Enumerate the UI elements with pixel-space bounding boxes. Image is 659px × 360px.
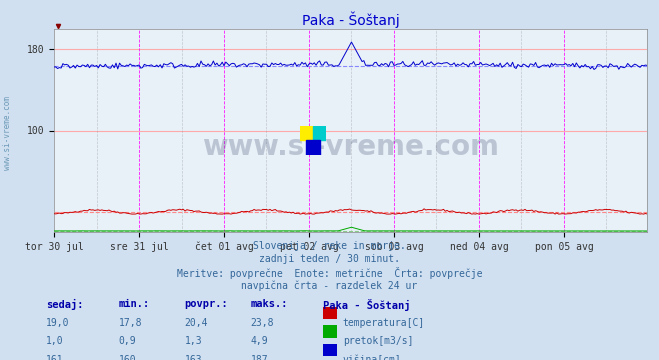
Bar <box>306 140 320 155</box>
Text: višina[cm]: višina[cm] <box>343 355 401 360</box>
Text: sedaj:: sedaj: <box>46 299 84 310</box>
Text: Paka - Šoštanj: Paka - Šoštanj <box>323 299 411 311</box>
Text: 1,0: 1,0 <box>46 336 64 346</box>
Text: www.si-vreme.com: www.si-vreme.com <box>202 133 499 161</box>
Text: zadnji teden / 30 minut.: zadnji teden / 30 minut. <box>259 254 400 264</box>
Text: 19,0: 19,0 <box>46 318 70 328</box>
Text: 1,3: 1,3 <box>185 336 202 346</box>
Text: maks.:: maks.: <box>250 299 288 309</box>
Text: povpr.:: povpr.: <box>185 299 228 309</box>
Text: 4,9: 4,9 <box>250 336 268 346</box>
Text: 20,4: 20,4 <box>185 318 208 328</box>
Text: temperatura[C]: temperatura[C] <box>343 318 425 328</box>
Text: 161: 161 <box>46 355 64 360</box>
Text: Slovenija / reke in morje.: Slovenija / reke in morje. <box>253 241 406 251</box>
Text: min.:: min.: <box>119 299 150 309</box>
Text: navpična črta - razdelek 24 ur: navpična črta - razdelek 24 ur <box>241 280 418 291</box>
Text: 17,8: 17,8 <box>119 318 142 328</box>
Text: 187: 187 <box>250 355 268 360</box>
Text: www.si-vreme.com: www.si-vreme.com <box>3 96 13 170</box>
Title: Paka - Šoštanj: Paka - Šoštanj <box>302 11 399 28</box>
Text: 23,8: 23,8 <box>250 318 274 328</box>
Bar <box>300 126 313 140</box>
Bar <box>313 126 326 140</box>
Text: 0,9: 0,9 <box>119 336 136 346</box>
Text: 163: 163 <box>185 355 202 360</box>
Text: Meritve: povprečne  Enote: metrične  Črta: povprečje: Meritve: povprečne Enote: metrične Črta:… <box>177 267 482 279</box>
Text: pretok[m3/s]: pretok[m3/s] <box>343 336 413 346</box>
Text: 160: 160 <box>119 355 136 360</box>
